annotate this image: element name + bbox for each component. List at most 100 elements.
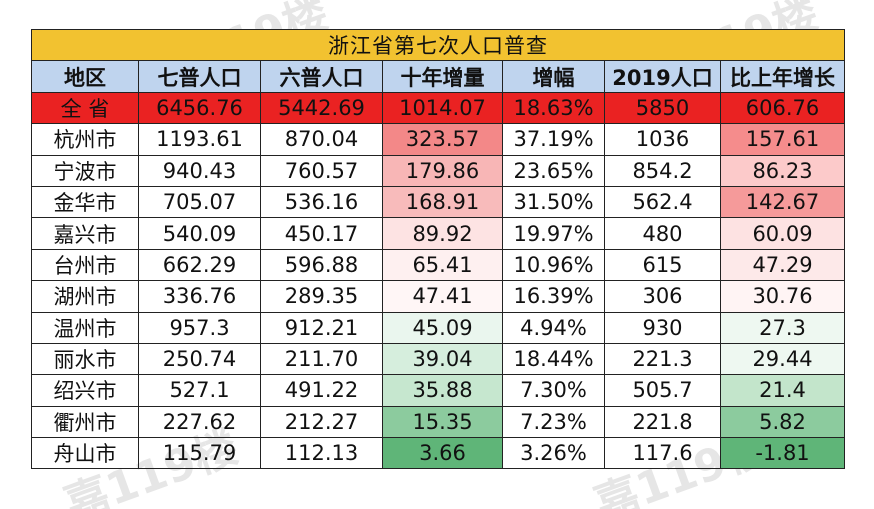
table-row: 嘉兴市 540.09 450.17 89.92 19.97% 480 60.09 xyxy=(31,217,845,250)
cell-ten-year-increment: 179.86 xyxy=(382,154,503,187)
header-yoy-growth: 比上年增长 xyxy=(720,60,845,93)
total-increment: 1014.07 xyxy=(382,91,503,125)
total-row: 全 省 6456.76 5442.69 1014.07 18.63% 5850 … xyxy=(31,91,845,125)
cell-sixth-census: 289.35 xyxy=(260,280,383,313)
cell-growth-rate: 7.23% xyxy=(502,405,605,439)
cell-region: 嘉兴市 xyxy=(31,217,139,250)
cell-seventh-census: 227.62 xyxy=(138,405,261,439)
cell-population-2019: 1036 xyxy=(604,123,721,156)
cell-seventh-census: 705.07 xyxy=(138,185,261,219)
cell-population-2019: 615 xyxy=(604,248,721,282)
cell-population-2019: 117.6 xyxy=(604,437,721,470)
total-yoy: 606.76 xyxy=(720,91,845,125)
cell-yoy-growth: 5.82 xyxy=(720,405,845,439)
cell-sixth-census: 212.27 xyxy=(260,405,383,439)
cell-growth-rate: 7.30% xyxy=(502,374,605,407)
total-growth-rate: 18.63% xyxy=(502,91,605,125)
cell-sixth-census: 536.16 xyxy=(260,185,383,219)
cell-region: 丽水市 xyxy=(31,342,139,376)
cell-population-2019: 930 xyxy=(604,311,721,344)
cell-region: 绍兴市 xyxy=(31,374,139,407)
cell-growth-rate: 16.39% xyxy=(502,280,605,313)
cell-sixth-census: 211.70 xyxy=(260,342,383,376)
table-row: 金华市 705.07 536.16 168.91 31.50% 562.4 142.67 xyxy=(31,185,845,219)
header-2019-population: 2019人口 xyxy=(604,60,721,93)
title-row: 浙江省第七次人口普查 xyxy=(31,28,845,62)
cell-region: 杭州市 xyxy=(31,123,139,156)
cell-region: 金华市 xyxy=(31,185,139,219)
cell-yoy-growth: 142.67 xyxy=(720,185,845,219)
cell-seventh-census: 957.3 xyxy=(138,311,261,344)
cell-sixth-census: 912.21 xyxy=(260,311,383,344)
header-region: 地区 xyxy=(31,60,139,93)
table-row: 衢州市 227.62 212.27 15.35 7.23% 221.8 5.82 xyxy=(31,405,845,439)
table-row: 杭州市 1193.61 870.04 323.57 37.19% 1036 157.61 xyxy=(31,123,845,156)
cell-seventh-census: 336.76 xyxy=(138,280,261,313)
cell-yoy-growth: 27.3 xyxy=(720,311,845,344)
census-table: 浙江省第七次人口普查 地区 七普人口 六普人口 十年增量 增幅 2019人口 比… xyxy=(31,28,845,470)
cell-region: 台州市 xyxy=(31,248,139,282)
table-row: 绍兴市 527.1 491.22 35.88 7.30% 505.7 21.4 xyxy=(31,374,845,407)
header-row: 地区 七普人口 六普人口 十年增量 增幅 2019人口 比上年增长 xyxy=(31,60,845,93)
cell-yoy-growth: 47.29 xyxy=(720,248,845,282)
table-row: 台州市 662.29 596.88 65.41 10.96% 615 47.29 xyxy=(31,248,845,282)
cell-ten-year-increment: 3.66 xyxy=(382,437,503,470)
cell-growth-rate: 23.65% xyxy=(502,154,605,187)
total-seventh: 6456.76 xyxy=(138,91,261,125)
cell-seventh-census: 250.74 xyxy=(138,342,261,376)
table-row: 温州市 957.3 912.21 45.09 4.94% 930 27.3 xyxy=(31,311,845,344)
cell-population-2019: 221.8 xyxy=(604,405,721,439)
cell-growth-rate: 3.26% xyxy=(502,437,605,470)
cell-sixth-census: 112.13 xyxy=(260,437,383,470)
cell-sixth-census: 491.22 xyxy=(260,374,383,407)
header-growth-rate: 增幅 xyxy=(502,60,605,93)
cell-population-2019: 480 xyxy=(604,217,721,250)
total-2019: 5850 xyxy=(604,91,721,125)
cell-seventh-census: 940.43 xyxy=(138,154,261,187)
cell-yoy-growth: 21.4 xyxy=(720,374,845,407)
cell-ten-year-increment: 35.88 xyxy=(382,374,503,407)
cell-seventh-census: 527.1 xyxy=(138,374,261,407)
table-row: 舟山市 115.79 112.13 3.66 3.26% 117.6 -1.81 xyxy=(31,437,845,470)
cell-region: 湖州市 xyxy=(31,280,139,313)
cell-ten-year-increment: 15.35 xyxy=(382,405,503,439)
cell-growth-rate: 4.94% xyxy=(502,311,605,344)
cell-ten-year-increment: 39.04 xyxy=(382,342,503,376)
cell-yoy-growth: 30.76 xyxy=(720,280,845,313)
cell-sixth-census: 596.88 xyxy=(260,248,383,282)
cell-yoy-growth: 157.61 xyxy=(720,123,845,156)
cell-ten-year-increment: 323.57 xyxy=(382,123,503,156)
total-region: 全 省 xyxy=(31,91,139,125)
cell-yoy-growth: -1.81 xyxy=(720,437,845,470)
cell-sixth-census: 760.57 xyxy=(260,154,383,187)
cell-ten-year-increment: 168.91 xyxy=(382,185,503,219)
table-row: 湖州市 336.76 289.35 47.41 16.39% 306 30.76 xyxy=(31,280,845,313)
cell-seventh-census: 1193.61 xyxy=(138,123,261,156)
cell-seventh-census: 115.79 xyxy=(138,437,261,470)
cell-ten-year-increment: 65.41 xyxy=(382,248,503,282)
cell-yoy-growth: 60.09 xyxy=(720,217,845,250)
cell-growth-rate: 10.96% xyxy=(502,248,605,282)
cell-region: 温州市 xyxy=(31,311,139,344)
cell-sixth-census: 450.17 xyxy=(260,217,383,250)
cell-region: 舟山市 xyxy=(31,437,139,470)
header-seventh-census: 七普人口 xyxy=(138,60,261,93)
cell-population-2019: 306 xyxy=(604,280,721,313)
cell-ten-year-increment: 89.92 xyxy=(382,217,503,250)
cell-region: 宁波市 xyxy=(31,154,139,187)
cell-population-2019: 562.4 xyxy=(604,185,721,219)
table-row: 丽水市 250.74 211.70 39.04 18.44% 221.3 29.44 xyxy=(31,342,845,376)
cell-population-2019: 854.2 xyxy=(604,154,721,187)
cell-ten-year-increment: 45.09 xyxy=(382,311,503,344)
cell-growth-rate: 31.50% xyxy=(502,185,605,219)
cell-growth-rate: 19.97% xyxy=(502,217,605,250)
table-title: 浙江省第七次人口普查 xyxy=(31,28,845,62)
cell-seventh-census: 662.29 xyxy=(138,248,261,282)
total-sixth: 5442.69 xyxy=(260,91,383,125)
cell-population-2019: 221.3 xyxy=(604,342,721,376)
cell-sixth-census: 870.04 xyxy=(260,123,383,156)
cell-yoy-growth: 29.44 xyxy=(720,342,845,376)
cell-region: 衢州市 xyxy=(31,405,139,439)
cell-population-2019: 505.7 xyxy=(604,374,721,407)
